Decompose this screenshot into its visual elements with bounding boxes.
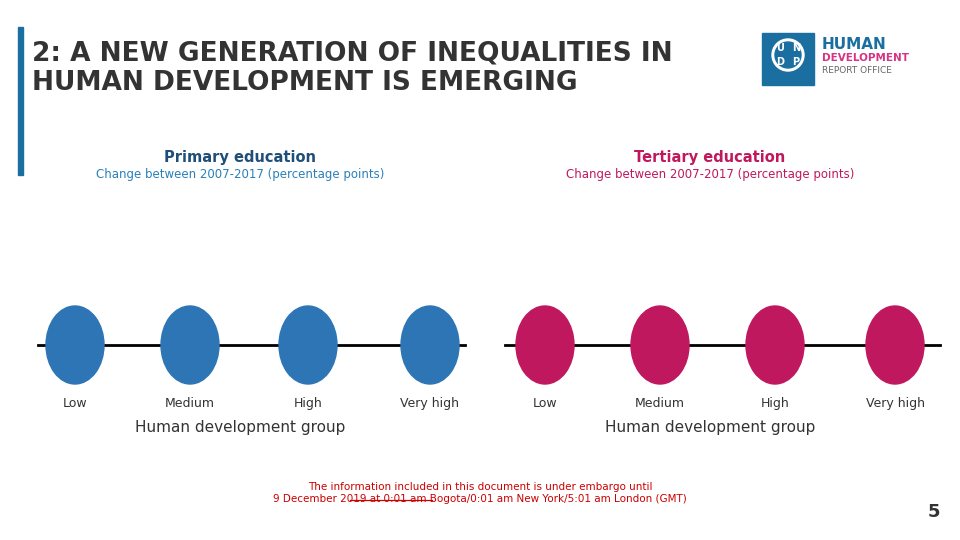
Text: Low: Low — [62, 397, 87, 410]
Ellipse shape — [279, 306, 337, 384]
Text: Tertiary education: Tertiary education — [635, 150, 785, 165]
Ellipse shape — [631, 306, 689, 384]
Ellipse shape — [746, 306, 804, 384]
Text: Change between 2007-2017 (percentage points): Change between 2007-2017 (percentage poi… — [565, 168, 854, 181]
Text: High: High — [294, 397, 323, 410]
Text: Medium: Medium — [165, 397, 215, 410]
Text: 5: 5 — [927, 503, 940, 521]
Text: U: U — [776, 43, 784, 53]
Circle shape — [772, 39, 804, 71]
Text: 2: A NEW GENERATION OF INEQUALITIES IN: 2: A NEW GENERATION OF INEQUALITIES IN — [32, 40, 673, 66]
Text: 9 December 2019 at 0:01 am Bogota/0:01 am New York/5:01 am London (GMT): 9 December 2019 at 0:01 am Bogota/0:01 a… — [274, 494, 686, 504]
Text: Human development group: Human development group — [605, 420, 815, 435]
Text: Change between 2007-2017 (percentage points): Change between 2007-2017 (percentage poi… — [96, 168, 384, 181]
Bar — [18, 27, 23, 175]
Ellipse shape — [161, 306, 219, 384]
Text: HUMAN DEVELOPMENT IS EMERGING: HUMAN DEVELOPMENT IS EMERGING — [32, 70, 578, 96]
Bar — [762, 33, 814, 85]
Text: The information included in this document is under embargo until: The information included in this documen… — [308, 482, 652, 492]
Text: High: High — [760, 397, 789, 410]
Ellipse shape — [516, 306, 574, 384]
Text: DEVELOPMENT: DEVELOPMENT — [822, 53, 909, 63]
Text: D: D — [776, 57, 784, 67]
Text: REPORT OFFICE: REPORT OFFICE — [822, 66, 892, 75]
Circle shape — [775, 42, 801, 68]
Ellipse shape — [866, 306, 924, 384]
Text: Low: Low — [533, 397, 558, 410]
Text: N: N — [792, 43, 800, 53]
Text: Very high: Very high — [400, 397, 460, 410]
Text: HUMAN: HUMAN — [822, 37, 887, 52]
Text: Primary education: Primary education — [164, 150, 316, 165]
Ellipse shape — [401, 306, 459, 384]
Ellipse shape — [46, 306, 104, 384]
Text: Medium: Medium — [635, 397, 685, 410]
Text: P: P — [792, 57, 800, 67]
Text: Human development group: Human development group — [134, 420, 346, 435]
Text: Very high: Very high — [866, 397, 924, 410]
